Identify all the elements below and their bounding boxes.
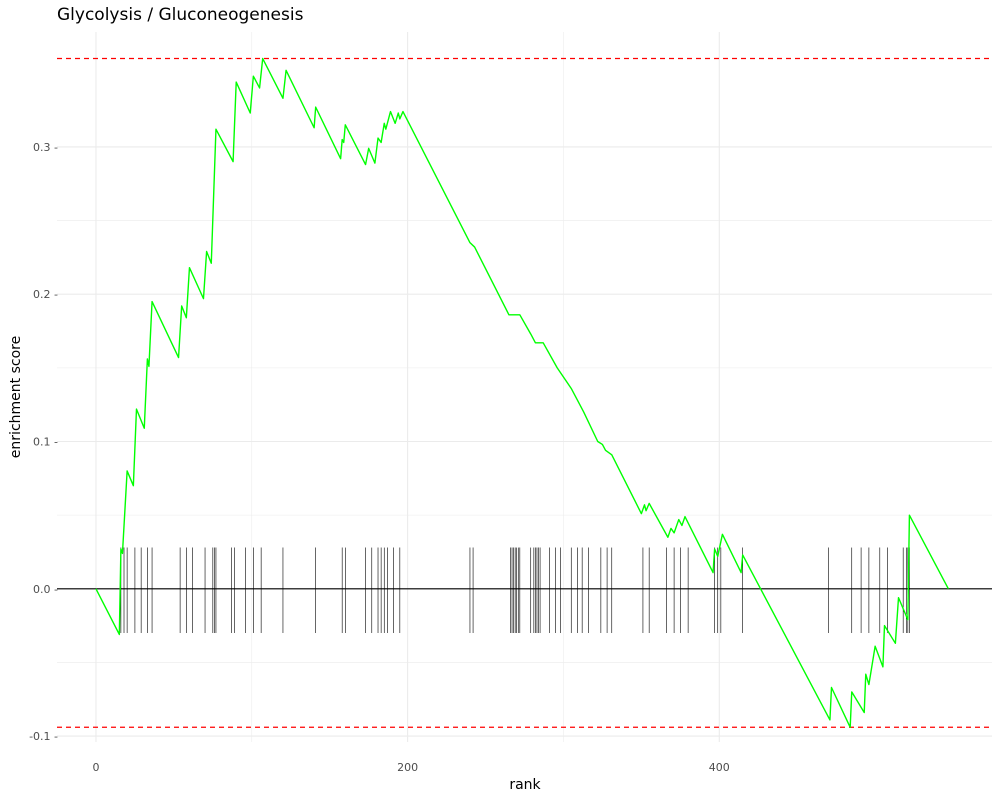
y-tick-label: -0.1 - (29, 730, 58, 743)
x-tick-label: 200 (397, 761, 418, 774)
y-tick-label: 0.3 - (33, 141, 58, 154)
y-axis-title: enrichment score (8, 336, 24, 458)
y-tick-label: 0.2 - (33, 288, 58, 301)
enrichment-curve (95, 57, 949, 728)
running-score-curve (95, 57, 949, 728)
x-axis-title: rank (509, 777, 541, 793)
gene-hit-rug (120, 547, 910, 633)
x-tick-label: 0 (92, 761, 99, 774)
x-tick-label: 400 (709, 761, 730, 774)
y-tick-label: 0.0 - (33, 583, 58, 596)
y-tick-label: 0.1 - (33, 436, 58, 449)
threshold-lines (57, 57, 992, 728)
axis-ticks: 0 200 400 -0.1 - 0.0 - 0.1 - 0.2 - 0.3 - (29, 141, 730, 774)
chart-title: Glycolysis / Gluconeogenesis (57, 5, 304, 25)
grid-lines (57, 32, 992, 742)
